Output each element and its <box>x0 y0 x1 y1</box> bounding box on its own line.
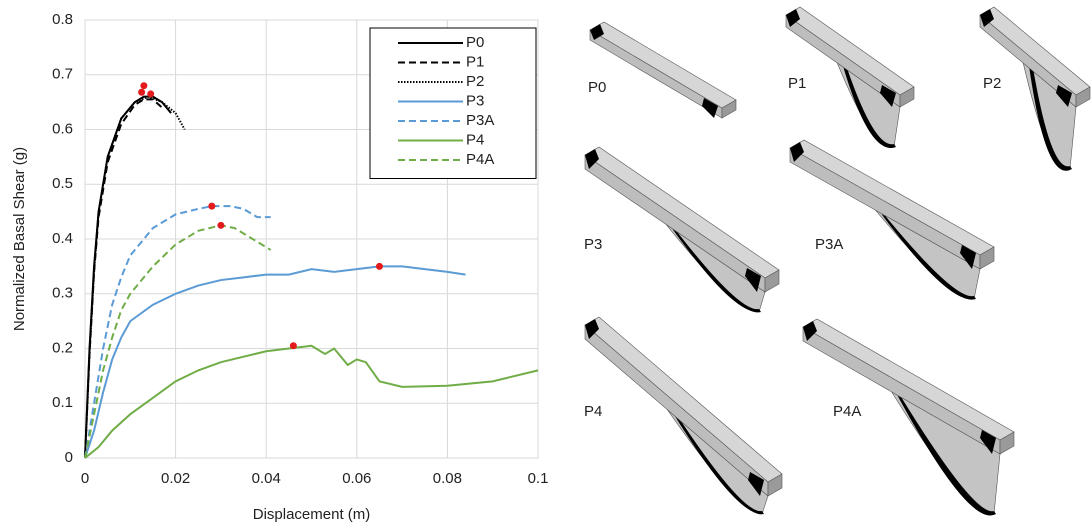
x-tick-label: 0.02 <box>161 470 190 487</box>
beam-side <box>590 30 722 118</box>
y-tick-label: 0.5 <box>52 175 73 192</box>
panel-label: P3 <box>584 236 602 253</box>
legend-box <box>370 28 536 179</box>
legend-label: P3A <box>466 112 494 129</box>
beam <box>585 317 782 514</box>
y-axis-label: Normalized Basal Shear (g) <box>11 147 28 331</box>
legend-label: P2 <box>466 73 484 90</box>
panel-label: P4 <box>584 403 602 420</box>
panel-label: P4A <box>833 403 861 420</box>
peak-point <box>138 89 145 96</box>
y-tick-label: 0 <box>65 449 73 466</box>
beam-top <box>590 22 736 108</box>
beam-top <box>585 147 779 278</box>
beam-top <box>585 317 782 482</box>
x-tick-label: 0.04 <box>252 470 281 487</box>
x-tick-label: 0.1 <box>528 470 549 487</box>
series-line <box>85 346 538 458</box>
panel-label: P0 <box>588 79 606 96</box>
y-tick-label: 0.7 <box>52 66 73 83</box>
y-tick-label: 0.2 <box>52 339 73 356</box>
legend-label: P1 <box>466 53 484 70</box>
y-tick-label: 0.3 <box>52 285 73 302</box>
chart: 0 0.1 0.2 0.3 0.4 0.5 0.6 0.7 0.8 0 0.02 0.04 0.06 0.… <box>11 11 548 523</box>
beam-side <box>585 325 768 496</box>
series-line <box>85 97 171 458</box>
legend-label: P4A <box>466 151 494 168</box>
y-tick-label: 0.1 <box>52 394 73 411</box>
beam <box>585 147 779 312</box>
x-tick-label: 0.06 <box>342 470 371 487</box>
panel-label: P2 <box>983 75 1001 92</box>
damage-panels: P0 P1 P2 P3 P3A P4 P4A <box>584 7 1090 516</box>
series-line <box>85 266 466 458</box>
beam-side <box>803 327 1000 454</box>
y-tick-label: 0.6 <box>52 120 73 137</box>
series-line <box>85 225 271 458</box>
peak-point <box>208 203 215 210</box>
peak-point <box>290 342 297 349</box>
figure: 0 0.1 0.2 0.3 0.4 0.5 0.6 0.7 0.8 0 0.02 0.04 0.06 0.… <box>0 0 1092 528</box>
legend-label: P0 <box>466 34 484 51</box>
panel-label: P3A <box>815 236 843 253</box>
beam-side <box>585 155 765 292</box>
x-tick-label: 0 <box>81 470 89 487</box>
panel-label: P1 <box>788 75 806 92</box>
beam-top <box>803 319 1014 440</box>
beam <box>590 22 736 118</box>
x-tick-label: 0.08 <box>433 470 462 487</box>
y-tick-label: 0.4 <box>52 230 73 247</box>
y-tick-label: 0.8 <box>52 11 73 28</box>
peak-point <box>217 222 224 229</box>
series-line <box>85 206 271 458</box>
beam <box>790 140 994 300</box>
peak-point <box>376 263 383 270</box>
peak-point <box>147 90 154 97</box>
peak-point <box>140 82 147 89</box>
legend-label: P3 <box>466 92 484 109</box>
legend-label: P4 <box>466 131 484 148</box>
x-axis-label: Displacement (m) <box>253 506 371 523</box>
